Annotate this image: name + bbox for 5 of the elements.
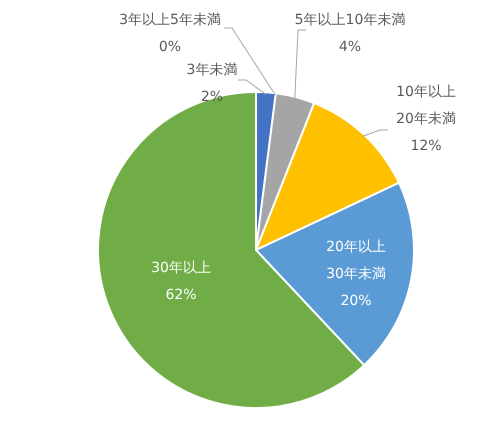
slice-label: 5年以上10年未満	[294, 12, 406, 28]
slice-label: 10年以上 20年未満	[396, 84, 456, 127]
slice-label: 3年未満	[186, 62, 238, 78]
data-label: 4%	[338, 38, 362, 55]
data-label: 12%	[410, 138, 442, 154]
